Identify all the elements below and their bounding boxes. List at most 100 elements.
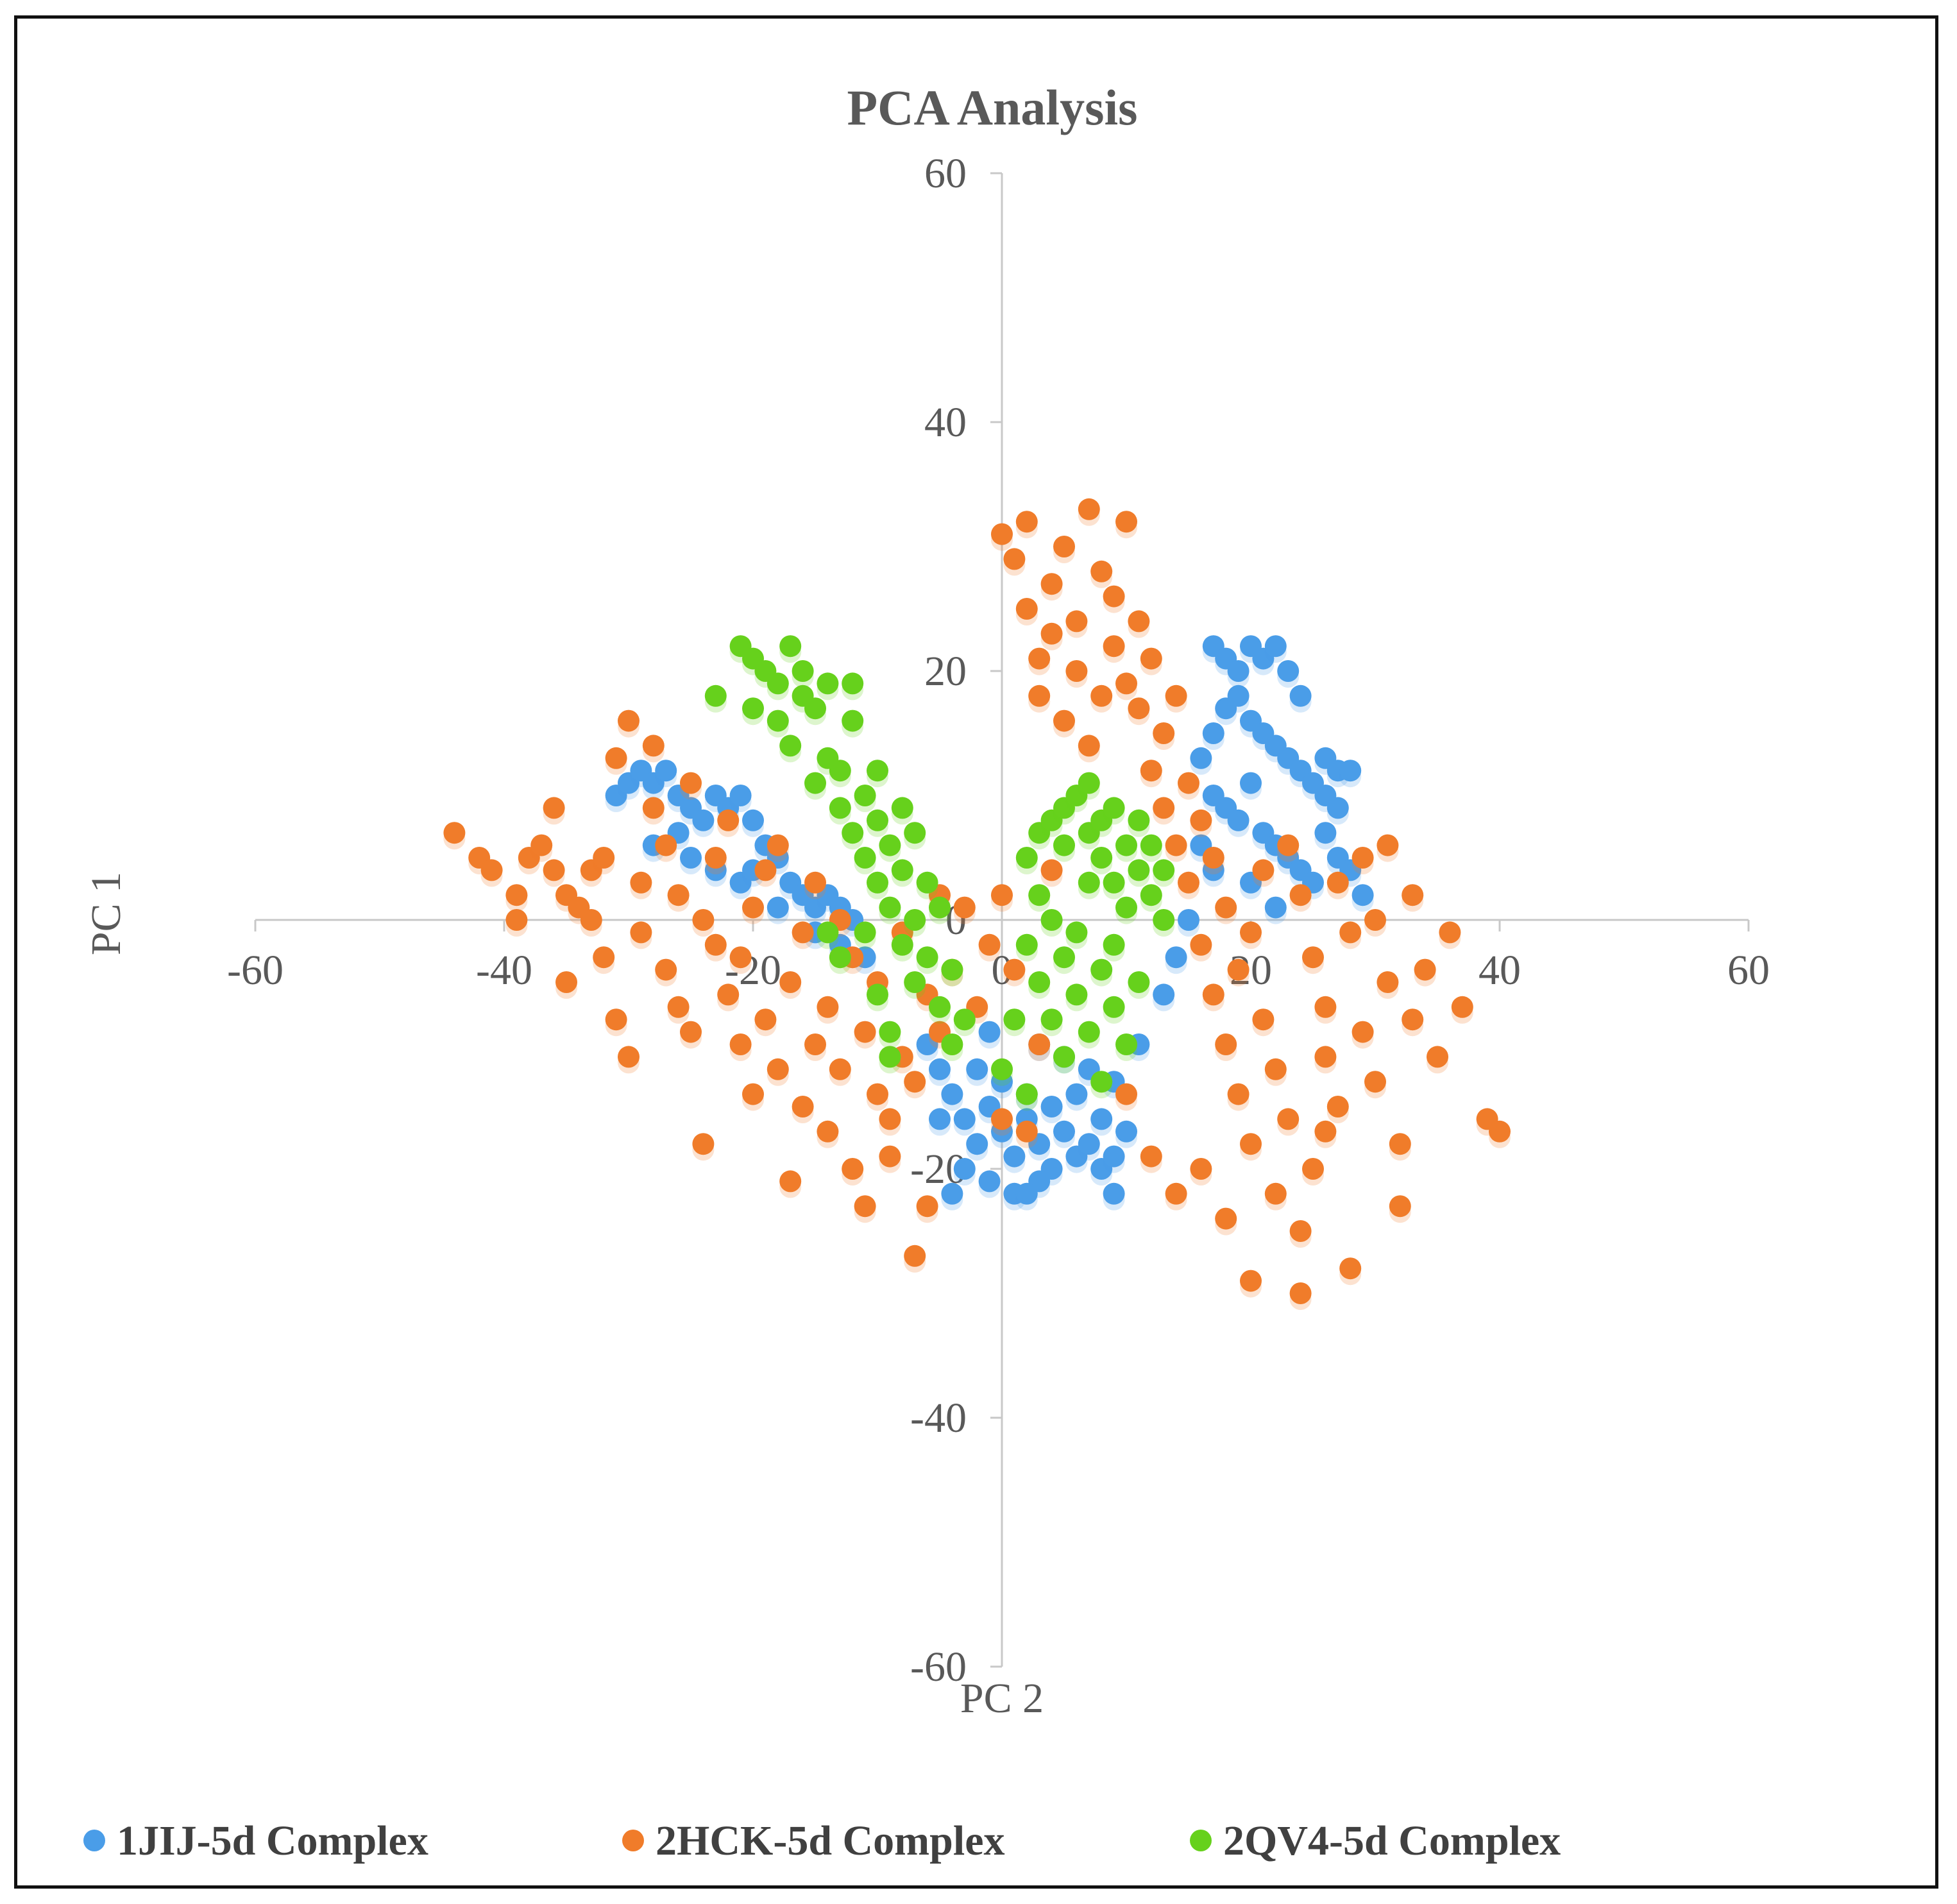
data-point xyxy=(1153,722,1175,744)
data-point xyxy=(1351,847,1374,869)
data-point xyxy=(1165,834,1187,856)
series-2 xyxy=(443,498,1511,1310)
data-point xyxy=(1351,884,1374,906)
data-point xyxy=(1103,871,1125,894)
data-point xyxy=(667,884,690,906)
data-point xyxy=(1128,809,1150,831)
data-point xyxy=(1028,1033,1051,1055)
data-point xyxy=(655,760,677,782)
data-point xyxy=(991,1108,1013,1130)
data-point xyxy=(904,822,926,844)
y-tick-label: 20 xyxy=(924,648,967,695)
data-point xyxy=(1015,1083,1038,1105)
data-point xyxy=(1215,1033,1237,1055)
data-point xyxy=(1003,1008,1026,1031)
data-point xyxy=(1178,871,1199,894)
data-point xyxy=(1053,946,1075,969)
data-point xyxy=(929,1058,951,1080)
data-point xyxy=(1227,660,1250,682)
data-point xyxy=(1264,635,1287,658)
data-point xyxy=(1103,635,1125,658)
legend-label: 2QV4-5d Complex xyxy=(1223,1817,1561,1864)
data-point xyxy=(1090,1108,1113,1130)
data-point xyxy=(966,1133,988,1155)
data-point xyxy=(505,884,528,906)
data-point xyxy=(779,971,802,993)
data-point xyxy=(1190,809,1212,831)
data-point xyxy=(1103,996,1125,1018)
data-point xyxy=(1053,536,1075,557)
data-point xyxy=(1028,971,1051,993)
data-point xyxy=(953,1158,976,1180)
data-point xyxy=(642,735,665,757)
data-point xyxy=(1302,946,1324,969)
data-point xyxy=(978,1021,1001,1043)
data-point xyxy=(1314,996,1337,1018)
data-point xyxy=(817,921,839,944)
data-point xyxy=(1140,884,1162,906)
data-point xyxy=(1277,660,1300,682)
data-point xyxy=(854,921,876,944)
data-point xyxy=(1227,958,1250,981)
data-point xyxy=(1115,511,1137,533)
data-point xyxy=(904,1071,926,1093)
data-point xyxy=(1326,871,1349,894)
data-point xyxy=(1264,896,1287,919)
data-point xyxy=(1040,1096,1063,1118)
data-point xyxy=(1040,622,1063,645)
data-point xyxy=(1090,1071,1113,1093)
data-point xyxy=(1003,1145,1026,1168)
series-1 xyxy=(605,635,1374,1211)
data-point xyxy=(779,635,802,658)
data-point xyxy=(867,983,888,1006)
data-point xyxy=(1128,610,1150,633)
data-point xyxy=(480,859,503,881)
data-point xyxy=(991,1058,1013,1080)
y-tick-label: 60 xyxy=(924,150,967,197)
x-axis-label: PC 2 xyxy=(960,1675,1044,1722)
data-point xyxy=(941,1182,963,1205)
data-point xyxy=(978,933,1001,956)
data-point xyxy=(692,1133,715,1155)
data-point xyxy=(854,785,876,806)
data-point xyxy=(1389,1133,1411,1155)
data-point xyxy=(543,859,565,881)
data-point xyxy=(1289,1220,1312,1242)
data-point xyxy=(929,1108,951,1130)
data-point xyxy=(867,760,888,782)
data-point xyxy=(1240,921,1262,944)
data-point xyxy=(655,958,677,981)
data-point xyxy=(941,958,963,981)
data-point xyxy=(929,996,951,1018)
data-point xyxy=(879,1108,901,1130)
data-point xyxy=(1140,1145,1162,1168)
data-point xyxy=(1015,1182,1038,1205)
data-point xyxy=(742,896,764,919)
data-point xyxy=(1377,834,1399,856)
data-point xyxy=(804,772,826,794)
data-point xyxy=(1115,1083,1137,1105)
data-point xyxy=(941,1033,963,1055)
data-point xyxy=(680,772,702,794)
data-point xyxy=(1115,896,1137,919)
data-point xyxy=(1090,684,1113,707)
data-point xyxy=(842,710,864,732)
data-point xyxy=(1065,610,1088,633)
data-point xyxy=(618,1046,640,1068)
data-point xyxy=(717,983,740,1006)
data-point xyxy=(1240,772,1262,794)
data-point xyxy=(1451,996,1473,1018)
data-point xyxy=(879,1145,901,1168)
data-point xyxy=(630,871,652,894)
data-point xyxy=(1252,859,1275,881)
data-point xyxy=(879,834,901,856)
data-point xyxy=(1028,884,1051,906)
data-point xyxy=(1165,946,1187,969)
data-point xyxy=(953,896,976,919)
y-axis-label: PC 1 xyxy=(83,872,130,955)
data-point xyxy=(966,1058,988,1080)
y-tick-label: 40 xyxy=(924,399,967,446)
data-point xyxy=(1264,1058,1287,1080)
data-point xyxy=(1053,710,1075,732)
data-point xyxy=(1140,834,1162,856)
